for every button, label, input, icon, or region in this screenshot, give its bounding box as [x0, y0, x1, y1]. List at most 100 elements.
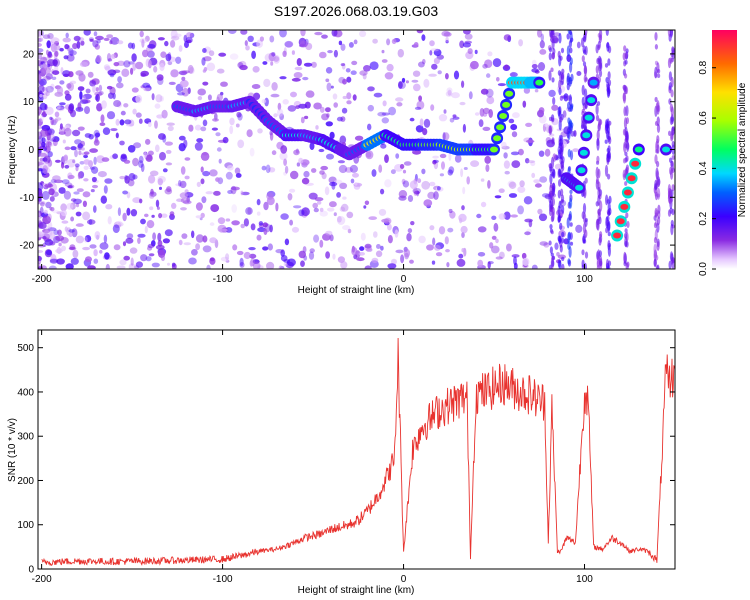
streak-blob: [549, 197, 554, 210]
noise-blob: [42, 62, 48, 69]
streak-blob: [561, 72, 565, 85]
noise-blob: [79, 161, 85, 165]
noise-blob: [55, 159, 61, 163]
noise-blob: [99, 242, 109, 250]
noise-blob: [431, 63, 438, 70]
noise-blob: [38, 37, 44, 42]
noise-blob: [390, 169, 396, 175]
streak-blob: [623, 84, 627, 92]
streak-blob: [607, 145, 611, 153]
noise-blob: [164, 229, 173, 237]
noise-blob: [98, 84, 103, 92]
noise-blob: [319, 51, 327, 59]
noise-blob: [317, 200, 322, 205]
streak-blob: [653, 259, 657, 268]
noise-blob: [284, 238, 290, 246]
noise-blob: [131, 53, 137, 62]
noise-blob: [394, 229, 399, 238]
noise-blob: [69, 48, 74, 57]
noise-blob: [56, 86, 64, 95]
noise-blob: [147, 243, 155, 249]
ridge-point: [587, 97, 596, 104]
ridge-point: [577, 167, 586, 174]
noise-blob: [137, 233, 146, 238]
noise-blob: [429, 50, 433, 56]
noise-blob: [482, 126, 491, 131]
noise-blob: [299, 40, 309, 48]
noise-blob: [434, 244, 441, 251]
noise-blob: [314, 31, 323, 36]
streak-blob: [548, 264, 552, 269]
noise-blob: [395, 249, 404, 254]
noise-blob: [157, 178, 163, 186]
noise-blob: [262, 222, 268, 228]
noise-blob: [119, 140, 125, 146]
noise-blob: [72, 249, 79, 259]
noise-blob: [166, 122, 175, 126]
noise-blob: [56, 106, 65, 112]
streak-blob: [566, 45, 571, 57]
streak-blob: [548, 52, 552, 61]
y-tick-label: 0: [28, 565, 34, 576]
noise-blob: [160, 51, 167, 58]
noise-blob: [548, 89, 556, 97]
noise-blob: [77, 126, 85, 131]
noise-blob: [575, 224, 583, 233]
noise-blob: [438, 226, 446, 235]
noise-blob: [58, 187, 66, 194]
noise-blob: [113, 244, 121, 251]
noise-blob: [263, 78, 271, 88]
streak-blob: [625, 212, 629, 219]
noise-blob: [125, 237, 134, 244]
noise-blob: [270, 61, 274, 66]
streak-blob: [605, 30, 609, 36]
noise-blob: [73, 35, 81, 42]
colorbar-tick-label: 0.2: [698, 211, 709, 225]
noise-blob: [563, 93, 569, 102]
noise-blob: [269, 224, 273, 233]
noise-blob: [347, 228, 352, 234]
noise-blob: [93, 31, 98, 37]
noise-blob: [380, 245, 384, 251]
noise-blob: [100, 114, 105, 123]
noise-blob: [146, 220, 155, 229]
streak-blob: [599, 231, 603, 238]
noise-blob: [257, 128, 263, 134]
noise-blob: [96, 155, 105, 164]
noise-blob: [84, 133, 92, 138]
noise-blob: [539, 176, 548, 183]
noise-blob: [209, 257, 216, 265]
noise-blob: [113, 62, 120, 67]
noise-blob: [70, 216, 74, 222]
noise-blob: [429, 225, 435, 231]
noise-blob: [92, 85, 96, 93]
noise-blob: [387, 223, 392, 231]
streak-blob: [595, 177, 600, 185]
noise-blob: [364, 243, 372, 249]
noise-blob: [55, 235, 65, 242]
noise-blob: [194, 124, 202, 131]
spectrogram-y-axis: 20 10 0 -10 -20: [20, 49, 675, 252]
ridge-point: [623, 189, 632, 196]
noise-blob: [432, 237, 436, 246]
noise-blob: [42, 110, 46, 117]
noise-blob: [237, 113, 243, 121]
streak-blob: [655, 141, 659, 153]
noise-blob: [416, 100, 425, 110]
noise-blob: [296, 162, 301, 167]
noise-blob: [41, 137, 46, 144]
noise-blob: [280, 213, 289, 220]
streak-blob: [568, 40, 573, 48]
noise-blob: [107, 216, 112, 225]
noise-blob: [279, 152, 288, 161]
noise-blob: [466, 176, 471, 185]
noise-blob: [445, 73, 449, 80]
streak-blob: [669, 157, 673, 163]
noise-blob: [485, 164, 490, 173]
noise-blob: [157, 37, 165, 41]
noise-blob: [40, 202, 45, 207]
noise-blob: [300, 116, 305, 124]
noise-blob: [52, 136, 60, 143]
noise-blob: [119, 175, 125, 180]
streak-blob: [549, 184, 553, 193]
